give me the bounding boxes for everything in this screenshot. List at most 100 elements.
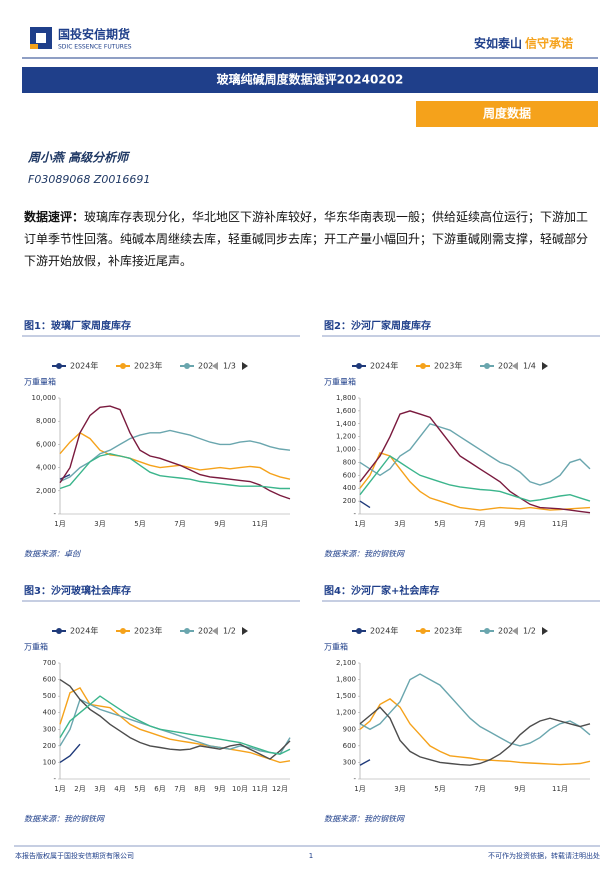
legend-page: 1/2 — [223, 627, 236, 636]
y-tick-label: 700 — [43, 659, 56, 667]
legend-marker — [56, 363, 62, 369]
x-tick-label: 9月 — [214, 520, 225, 528]
slogan: 安如泰山 — [474, 36, 522, 51]
y-tick-label: 1,200 — [336, 709, 356, 717]
chart-source: 数据来源：卓创 — [24, 550, 81, 559]
x-tick-label: 11月 — [252, 785, 268, 793]
legend-label: 202 — [498, 362, 513, 371]
x-tick-label: 9月 — [514, 520, 525, 528]
y-tick-label: 8,000 — [36, 417, 56, 425]
series-line — [59, 698, 291, 755]
y-axis-label: 万重箱 — [24, 642, 48, 652]
legend-label: 2024年 — [370, 626, 398, 636]
series-line — [359, 698, 591, 766]
series-line — [359, 759, 371, 766]
y-tick-label: 1,000 — [336, 446, 356, 454]
series-line — [59, 695, 291, 755]
y-tick-label: 300 — [43, 725, 56, 733]
x-tick-label: 3月 — [94, 785, 105, 793]
legend-label: 202 — [498, 627, 513, 636]
y-tick-label: - — [353, 510, 356, 518]
footer-left: 本报告版权属于国投安信期货有限公司 — [15, 851, 134, 860]
pager-prev — [212, 362, 218, 370]
y-tick-label: 600 — [343, 471, 356, 479]
report-title: 玻璃纯碱周度数据速评20240202 — [217, 72, 404, 87]
legend-label: 2023年 — [134, 626, 162, 636]
y-tick-label: 400 — [343, 484, 356, 492]
x-tick-label: 10月 — [232, 785, 248, 793]
series-line — [59, 452, 290, 490]
chart-title: 图2：沙河厂家周度库存 — [324, 319, 431, 332]
y-tick-label: 1,600 — [336, 407, 356, 415]
series-line — [59, 429, 291, 483]
x-tick-label: 2月 — [74, 785, 85, 793]
y-tick-label: - — [53, 775, 56, 783]
y-tick-label: 500 — [43, 692, 56, 700]
series-line — [59, 473, 71, 480]
y-tick-label: 600 — [343, 742, 356, 750]
legend-marker — [56, 628, 62, 634]
y-tick-label: 6,000 — [36, 440, 56, 448]
x-tick-label: 11月 — [252, 520, 268, 528]
x-tick-label: 12月 — [272, 785, 288, 793]
legend-marker — [484, 363, 490, 369]
x-tick-label: 5月 — [134, 785, 145, 793]
series-line — [359, 455, 591, 502]
logo-icon — [30, 44, 38, 49]
legend-page: 1/3 — [223, 362, 236, 371]
y-tick-label: 1,500 — [336, 692, 356, 700]
chart-source: 数据来源：我的钢铁网 — [324, 815, 405, 824]
x-tick-label: 1月 — [354, 520, 365, 528]
y-tick-label: 10,000 — [32, 394, 57, 402]
y-tick-label: 1,400 — [336, 420, 356, 428]
y-tick-label: 1,800 — [336, 676, 356, 684]
chart-source: 数据来源：我的钢铁网 — [24, 815, 105, 824]
series-line — [359, 673, 591, 747]
y-tick-label: 4,000 — [36, 464, 56, 472]
x-tick-label: 5月 — [434, 785, 445, 793]
y-tick-label: - — [53, 510, 56, 518]
pager-next — [242, 362, 248, 370]
legend-marker — [420, 628, 426, 634]
legend-page: 1/4 — [523, 362, 536, 371]
slogan: 信守承诺 — [525, 36, 573, 51]
section-box — [416, 101, 598, 127]
y-tick-label: 900 — [343, 725, 356, 733]
legend-marker — [420, 363, 426, 369]
page-number: 1 — [309, 852, 313, 860]
x-tick-label: 8月 — [194, 785, 205, 793]
y-tick-label: 200 — [43, 742, 56, 750]
x-tick-label: 6月 — [154, 785, 165, 793]
x-tick-label: 11月 — [552, 785, 568, 793]
x-tick-label: 1月 — [354, 785, 365, 793]
legend-marker — [120, 363, 126, 369]
series-line — [359, 706, 591, 766]
summary-text: 玻璃库存表现分化，华北地区下游补库较好，华东华南表现一般；供给延续高位运行；下游… — [24, 210, 589, 268]
legend-page: 1/2 — [523, 627, 536, 636]
series-line — [59, 679, 291, 760]
logo-en: SDIC ESSENCE FUTURES — [58, 44, 132, 51]
logo-cn: 国投安信期货 — [58, 27, 130, 42]
series-line — [59, 743, 81, 763]
legend-label: 2024年 — [370, 361, 398, 371]
legend-marker — [484, 628, 490, 634]
legend-label: 202 — [198, 362, 213, 371]
series-line — [59, 686, 291, 764]
title-bar — [22, 67, 598, 93]
x-tick-label: 1月 — [54, 785, 65, 793]
chart-title: 图1：玻璃厂家周度库存 — [24, 319, 131, 332]
y-axis-label: 万重箱 — [324, 642, 348, 652]
y-tick-label: 200 — [343, 497, 356, 505]
legend-label: 2023年 — [134, 361, 162, 371]
x-tick-label: 9月 — [214, 785, 225, 793]
x-tick-label: 3月 — [94, 520, 105, 528]
x-tick-label: 7月 — [474, 785, 485, 793]
x-tick-label: 7月 — [174, 520, 185, 528]
legend-marker — [120, 628, 126, 634]
legend-label: 2023年 — [434, 361, 462, 371]
author-ids: F03089068 Z0016691 — [28, 173, 150, 186]
pager-next — [542, 627, 548, 635]
pager-next — [242, 627, 248, 635]
series-line — [59, 405, 291, 500]
